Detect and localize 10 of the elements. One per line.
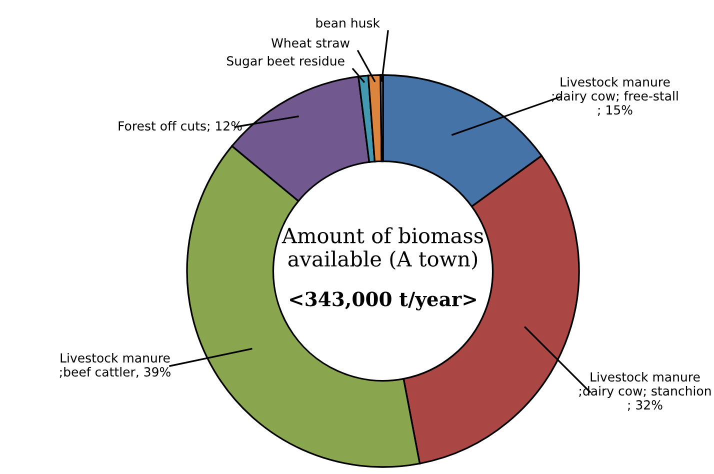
slice-label: Livestock manure ;beef cattler, 39% <box>60 352 170 378</box>
slice-label: Wheat straw <box>271 38 350 48</box>
text: Amount of biomass available (A town) <box>282 227 484 270</box>
data-label: ; 15% <box>598 105 632 116</box>
slice-label: Sugar beet residue <box>226 56 344 68</box>
data-label: ; 32% <box>628 400 662 411</box>
slice-label: Livestock manure ;dairy cow; free-stall <box>552 76 678 104</box>
slice-label: Livestock manure ;dairy cow; stanchion <box>579 372 711 398</box>
slice-label: bean husk <box>316 18 380 28</box>
text: <343,000 t/year> <box>290 292 476 310</box>
